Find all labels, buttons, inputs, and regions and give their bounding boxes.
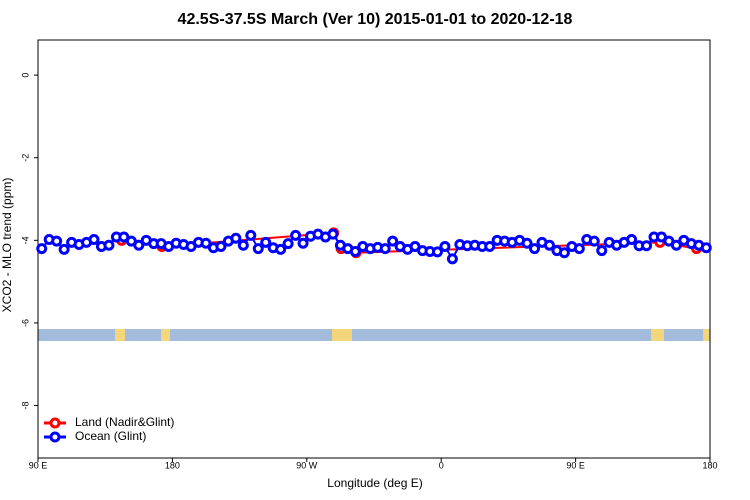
data-point [245,229,257,241]
legend-marker [49,431,61,443]
data-point [521,237,533,249]
legend-label: Ocean (Glint) [75,429,146,443]
data-point [103,239,115,251]
x-tick-label: 180 [702,460,717,470]
data-point [36,243,48,255]
data-point [484,241,496,253]
x-tick-label: 90 E [29,460,48,470]
data-point [431,246,443,258]
data-point [230,232,242,244]
y-tick-label: -6 [20,319,30,327]
land-patch [115,329,125,341]
x-tick-label: 90 W [296,460,318,470]
data-point [641,240,653,252]
y-tick-label: -2 [20,154,30,162]
data-point [573,243,585,255]
y-axis-label: XCO2 - MLO trend (ppm) [0,178,14,313]
x-tick-label: 90 E [566,460,585,470]
data-point [327,228,339,240]
legend-marker [49,417,61,429]
data-point [200,237,212,249]
data-point [588,235,600,247]
data-point [88,234,100,245]
data-point [596,245,608,257]
data-point [529,243,541,255]
x-tick-label: 0 [439,460,444,470]
chart-title: 42.5S-37.5S March (Ver 10) 2015-01-01 to… [178,11,573,28]
x-tick-label: 180 [165,460,180,470]
data-point [379,243,391,255]
ocean-band [38,329,710,341]
data-point [58,243,70,255]
data-point [252,243,264,255]
surface-mask [38,329,710,341]
y-tick-label: 0 [20,73,30,78]
land-patch [332,329,352,341]
y-tick-label: -4 [20,236,30,244]
data-point [237,239,249,251]
data-point [700,242,712,254]
land-patch [703,329,710,341]
data-point [260,236,272,248]
data-point [51,235,63,247]
data-point [439,241,451,253]
data-point [543,239,555,251]
data-point [215,241,227,253]
x-axis-label: Longitude (deg E) [327,476,422,490]
data-point [282,238,294,250]
data-point [626,234,638,245]
y-tick-label: -8 [20,402,30,410]
data-point [297,237,309,249]
data-point [275,243,287,255]
data-point [387,235,399,247]
data-point [290,229,302,241]
data-point [133,239,145,251]
data-point [558,247,570,259]
land-patch [161,329,170,341]
legend-label: Land (Nadir&Glint) [75,415,174,429]
land-patch [651,329,664,341]
data-point [349,245,361,257]
data-point [670,239,682,251]
data-point [446,253,458,265]
